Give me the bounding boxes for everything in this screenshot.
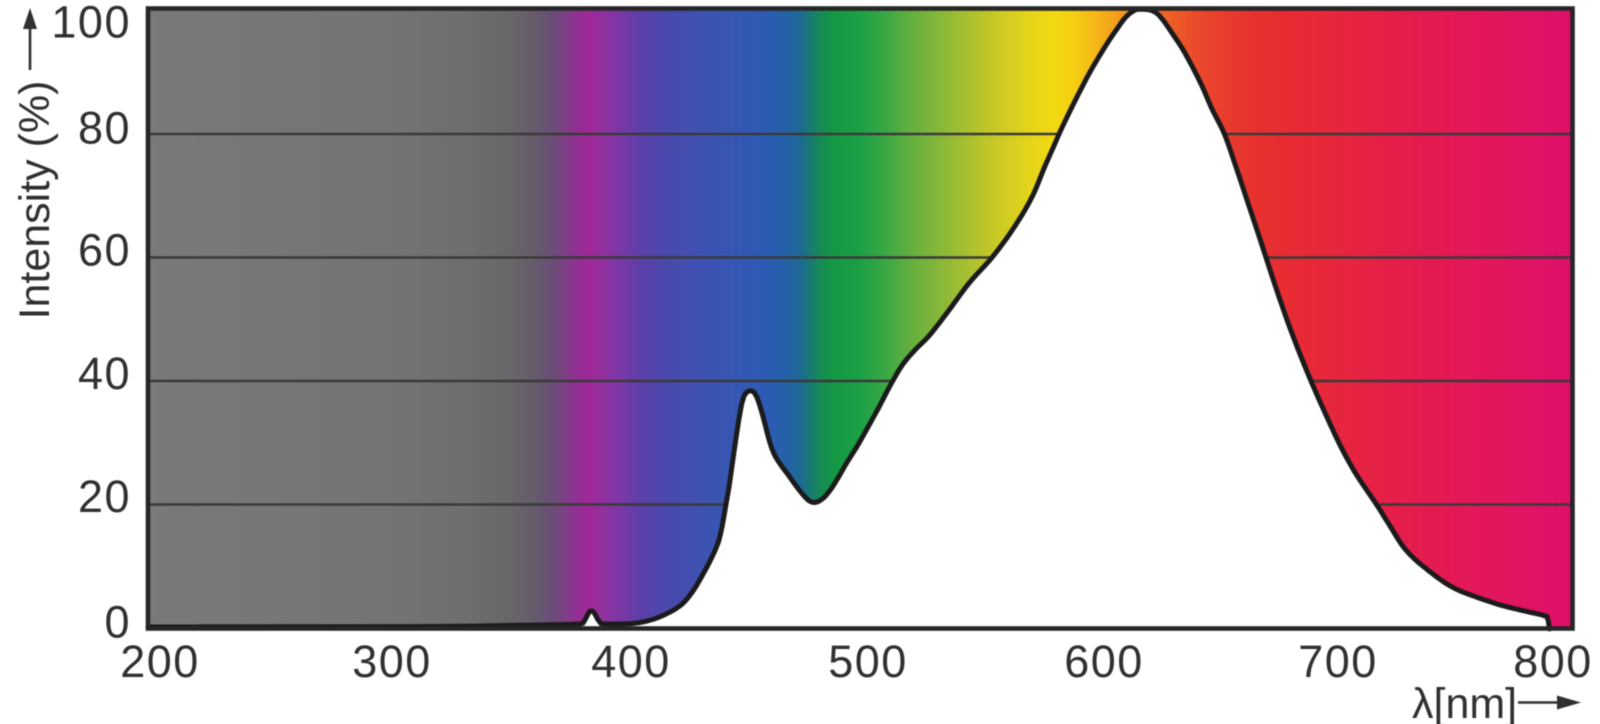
- svg-text:60: 60: [78, 225, 131, 276]
- svg-text:20: 20: [78, 471, 131, 522]
- svg-text:80: 80: [78, 103, 131, 154]
- svg-text:700: 700: [1298, 636, 1378, 687]
- svg-text:200: 200: [120, 636, 200, 687]
- svg-text:300: 300: [352, 636, 432, 687]
- svg-text:40: 40: [78, 348, 131, 399]
- svg-text:600: 600: [1064, 636, 1144, 687]
- svg-text:500: 500: [828, 636, 908, 687]
- svg-text:100: 100: [51, 0, 131, 48]
- svg-text:Intensity (%): Intensity (%): [11, 81, 59, 320]
- svg-text:λ[nm]: λ[nm]: [1412, 680, 1517, 724]
- svg-text:0: 0: [104, 597, 131, 648]
- svg-text:800: 800: [1513, 636, 1593, 687]
- svg-text:400: 400: [591, 636, 671, 687]
